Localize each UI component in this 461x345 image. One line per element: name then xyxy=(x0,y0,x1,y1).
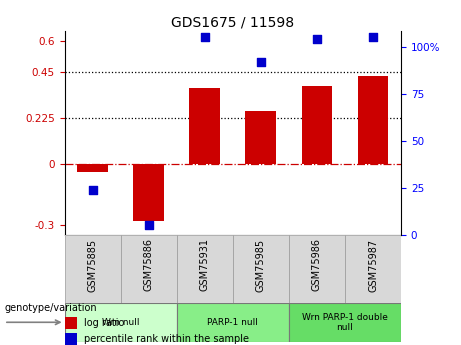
Bar xyxy=(245,111,276,164)
Text: GSM75931: GSM75931 xyxy=(200,238,210,292)
Title: GDS1675 / 11598: GDS1675 / 11598 xyxy=(171,16,295,30)
Point xyxy=(145,222,152,228)
Text: GSM75886: GSM75886 xyxy=(144,238,154,292)
Text: Wrn null: Wrn null xyxy=(102,318,139,327)
Bar xyxy=(358,76,389,164)
Text: GSM75985: GSM75985 xyxy=(256,238,266,292)
Text: genotype/variation: genotype/variation xyxy=(5,304,97,314)
Point xyxy=(257,59,265,65)
Text: GSM75986: GSM75986 xyxy=(312,238,322,292)
Bar xyxy=(121,235,177,303)
Text: GSM75987: GSM75987 xyxy=(368,238,378,292)
Text: percentile rank within the sample: percentile rank within the sample xyxy=(84,335,249,344)
Text: Wrn PARP-1 double
null: Wrn PARP-1 double null xyxy=(302,313,388,332)
Bar xyxy=(177,235,233,303)
Bar xyxy=(65,317,77,329)
Point xyxy=(369,34,377,40)
Bar xyxy=(301,86,332,164)
Bar xyxy=(345,235,401,303)
Bar xyxy=(233,235,289,303)
Bar xyxy=(65,303,177,342)
Point xyxy=(313,37,321,42)
Point xyxy=(89,187,96,193)
Point xyxy=(201,34,208,40)
Text: PARP-1 null: PARP-1 null xyxy=(207,318,258,327)
Text: GSM75885: GSM75885 xyxy=(88,238,98,292)
Bar xyxy=(289,303,401,342)
Bar xyxy=(289,235,345,303)
Bar xyxy=(177,303,289,342)
Bar xyxy=(77,164,108,172)
Bar xyxy=(133,164,164,221)
Bar xyxy=(65,333,77,345)
Text: log ratio: log ratio xyxy=(84,318,124,328)
Bar xyxy=(189,88,220,164)
Bar xyxy=(65,235,121,303)
